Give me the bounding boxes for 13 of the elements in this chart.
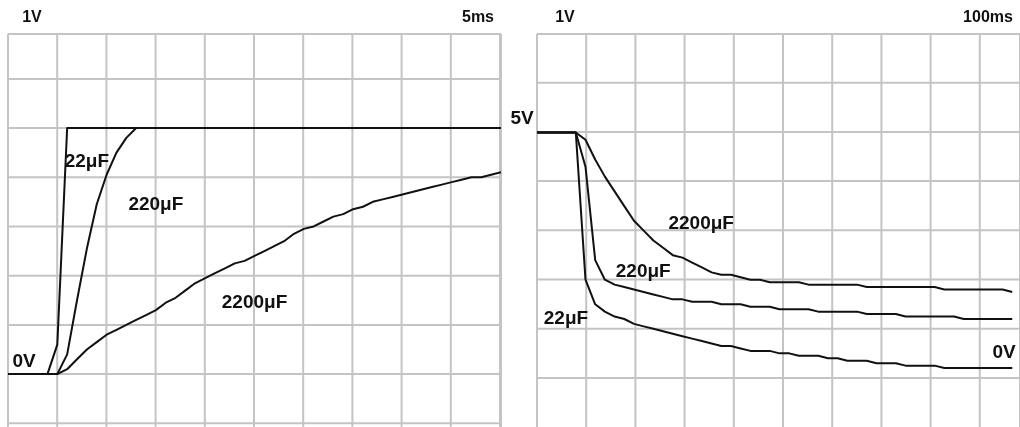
series-label: 220μF <box>615 259 671 281</box>
series-label: 22μF <box>64 149 110 171</box>
text: 1V <box>555 8 575 25</box>
text: 5V <box>510 106 534 128</box>
series-label: 22μF <box>543 306 589 328</box>
annotation: 0V <box>12 349 36 371</box>
text: 1V <box>22 8 42 25</box>
series-label: 2200μF <box>221 290 288 312</box>
series-label: 220μF <box>128 192 184 214</box>
annotation: 0V <box>992 340 1016 362</box>
text: 5ms <box>461 8 495 25</box>
series-label: 2200μF <box>668 212 734 234</box>
text: 100ms <box>963 8 1013 25</box>
